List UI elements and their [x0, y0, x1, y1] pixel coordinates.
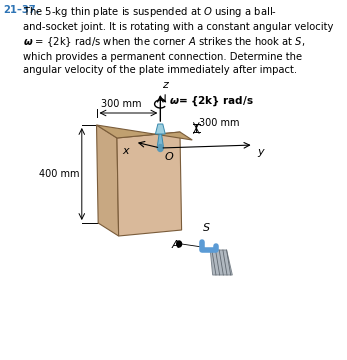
- Polygon shape: [155, 124, 165, 134]
- Text: 300 mm: 300 mm: [101, 99, 141, 109]
- Text: $x$: $x$: [122, 146, 131, 156]
- Polygon shape: [96, 125, 192, 140]
- Text: 400 mm: 400 mm: [39, 169, 79, 179]
- Text: $S$: $S$: [202, 221, 211, 233]
- Text: $O$: $O$: [164, 150, 175, 162]
- Text: 21–37.: 21–37.: [3, 5, 40, 15]
- Polygon shape: [96, 125, 119, 236]
- Circle shape: [158, 144, 163, 152]
- Text: $y$: $y$: [257, 147, 266, 159]
- Polygon shape: [117, 132, 181, 236]
- Circle shape: [177, 241, 181, 247]
- Polygon shape: [210, 250, 232, 275]
- Text: $\boldsymbol{\omega}$= {2k} rad/s: $\boldsymbol{\omega}$= {2k} rad/s: [169, 94, 253, 108]
- Text: The 5-kg thin plate is suspended at $O$ using a ball-
and-socket joint. It is ro: The 5-kg thin plate is suspended at $O$ …: [23, 5, 333, 75]
- Text: $z$: $z$: [162, 80, 170, 90]
- Polygon shape: [157, 134, 163, 148]
- Text: 300 mm: 300 mm: [199, 118, 239, 128]
- Text: $A$: $A$: [171, 238, 180, 250]
